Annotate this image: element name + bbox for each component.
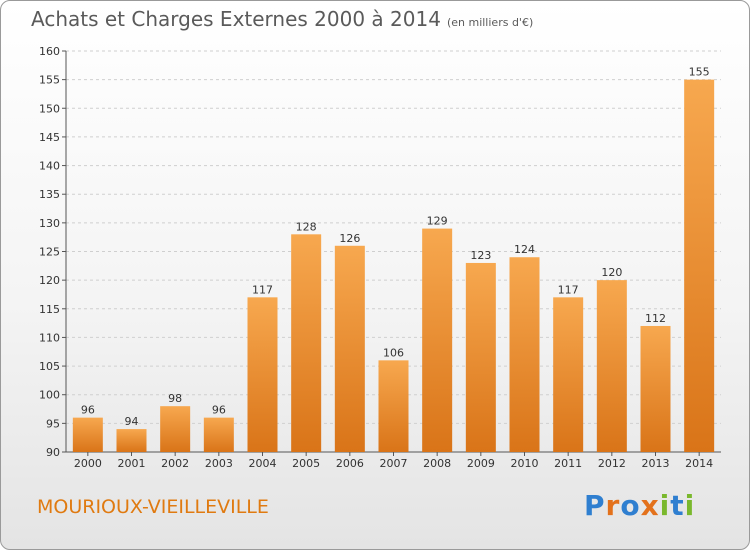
x-tick-label: 2013 — [642, 457, 670, 470]
bar — [509, 257, 540, 452]
x-tick-label: 2014 — [685, 457, 713, 470]
bars — [72, 79, 715, 453]
bar-value-label: 98 — [168, 392, 182, 405]
bar — [291, 234, 322, 452]
bar — [203, 417, 234, 452]
bar — [378, 360, 409, 452]
bar — [72, 417, 103, 452]
y-tick-label: 95 — [46, 417, 60, 430]
bar-value-label: 124 — [514, 243, 535, 256]
logo-letter: o — [620, 489, 641, 522]
x-tick-label: 2010 — [511, 457, 539, 470]
bar-value-label: 96 — [81, 404, 95, 417]
bar-value-label: 123 — [470, 249, 491, 262]
logo-letter: r — [605, 489, 621, 522]
y-tick-label: 105 — [39, 360, 60, 373]
x-tick-label: 2003 — [205, 457, 233, 470]
chart-title-text: Achats et Charges Externes 2000 à 2014 — [31, 7, 441, 31]
logo-letter: i — [659, 489, 671, 522]
y-tick-label: 115 — [39, 303, 60, 316]
x-tick-label: 2009 — [467, 457, 495, 470]
bar — [247, 297, 278, 452]
bar-value-label: 129 — [427, 215, 448, 228]
bar — [596, 280, 627, 452]
y-tick-labels: 90 95 100 105 110 115 120 125 130 135 140 145 150 155… — [39, 45, 60, 459]
x-tick-label: 2011 — [554, 457, 582, 470]
x-tick-label: 2002 — [161, 457, 189, 470]
y-tick-label: 90 — [46, 446, 60, 459]
data-labels: 96 94 98 96 117 128 126 106 129 123 124 117 120 112 15… — [81, 66, 710, 428]
logo-letter: P — [584, 489, 606, 522]
y-tick-label: 110 — [39, 331, 60, 344]
bar-value-label: 120 — [601, 266, 622, 279]
bar-value-label: 106 — [383, 346, 404, 359]
y-tick-label: 140 — [39, 160, 60, 173]
x-tick-label: 2001 — [118, 457, 146, 470]
bar-value-label: 94 — [125, 415, 139, 428]
y-tick-label: 145 — [39, 131, 60, 144]
bar — [684, 79, 715, 453]
proxiti-logo: Proxiti — [584, 489, 695, 522]
bar — [334, 245, 365, 452]
bar-value-label: 117 — [252, 283, 273, 296]
y-tick-label: 100 — [39, 389, 60, 402]
chart-subtitle: (en milliers d'€) — [446, 16, 534, 29]
x-tick-label: 2005 — [292, 457, 320, 470]
y-tick-label: 120 — [39, 274, 60, 287]
logo-letter: t — [670, 489, 685, 522]
x-tick-label: 2008 — [423, 457, 451, 470]
x-tick-labels: 2000 2001 2002 2003 2004 2005 2006 2007 2008 2009… — [74, 457, 713, 470]
y-tick-label: 150 — [39, 102, 60, 115]
x-tick-label: 2007 — [380, 457, 408, 470]
place-name: MOURIOUX-VIEILLEVILLE — [37, 496, 269, 518]
y-tick-label: 155 — [39, 74, 60, 87]
y-tick-label: 135 — [39, 188, 60, 201]
bar-value-label: 112 — [645, 312, 666, 325]
grid-lines — [66, 50, 721, 424]
chart-title: Achats et Charges Externes 2000 à 2014 (e… — [31, 7, 533, 31]
bar-value-label: 96 — [212, 404, 226, 417]
x-tick-label: 2006 — [336, 457, 364, 470]
bar-value-label: 155 — [689, 66, 710, 79]
bar — [160, 406, 191, 452]
x-tick-label: 2000 — [74, 457, 102, 470]
bar — [116, 429, 147, 452]
logo-letter: i — [684, 489, 696, 522]
x-tick-label: 2004 — [249, 457, 277, 470]
x-tick-label: 2012 — [598, 457, 626, 470]
bar — [465, 262, 496, 452]
bar — [553, 297, 584, 452]
y-tick-label: 125 — [39, 246, 60, 259]
y-tick-label: 130 — [39, 217, 60, 230]
bar — [422, 228, 453, 452]
bar-value-label: 126 — [339, 232, 360, 245]
logo-letter: x — [640, 489, 660, 522]
y-tick-label: 160 — [39, 45, 60, 58]
bar-value-label: 117 — [558, 283, 579, 296]
bar-value-label: 128 — [296, 220, 317, 233]
bar — [640, 325, 671, 452]
